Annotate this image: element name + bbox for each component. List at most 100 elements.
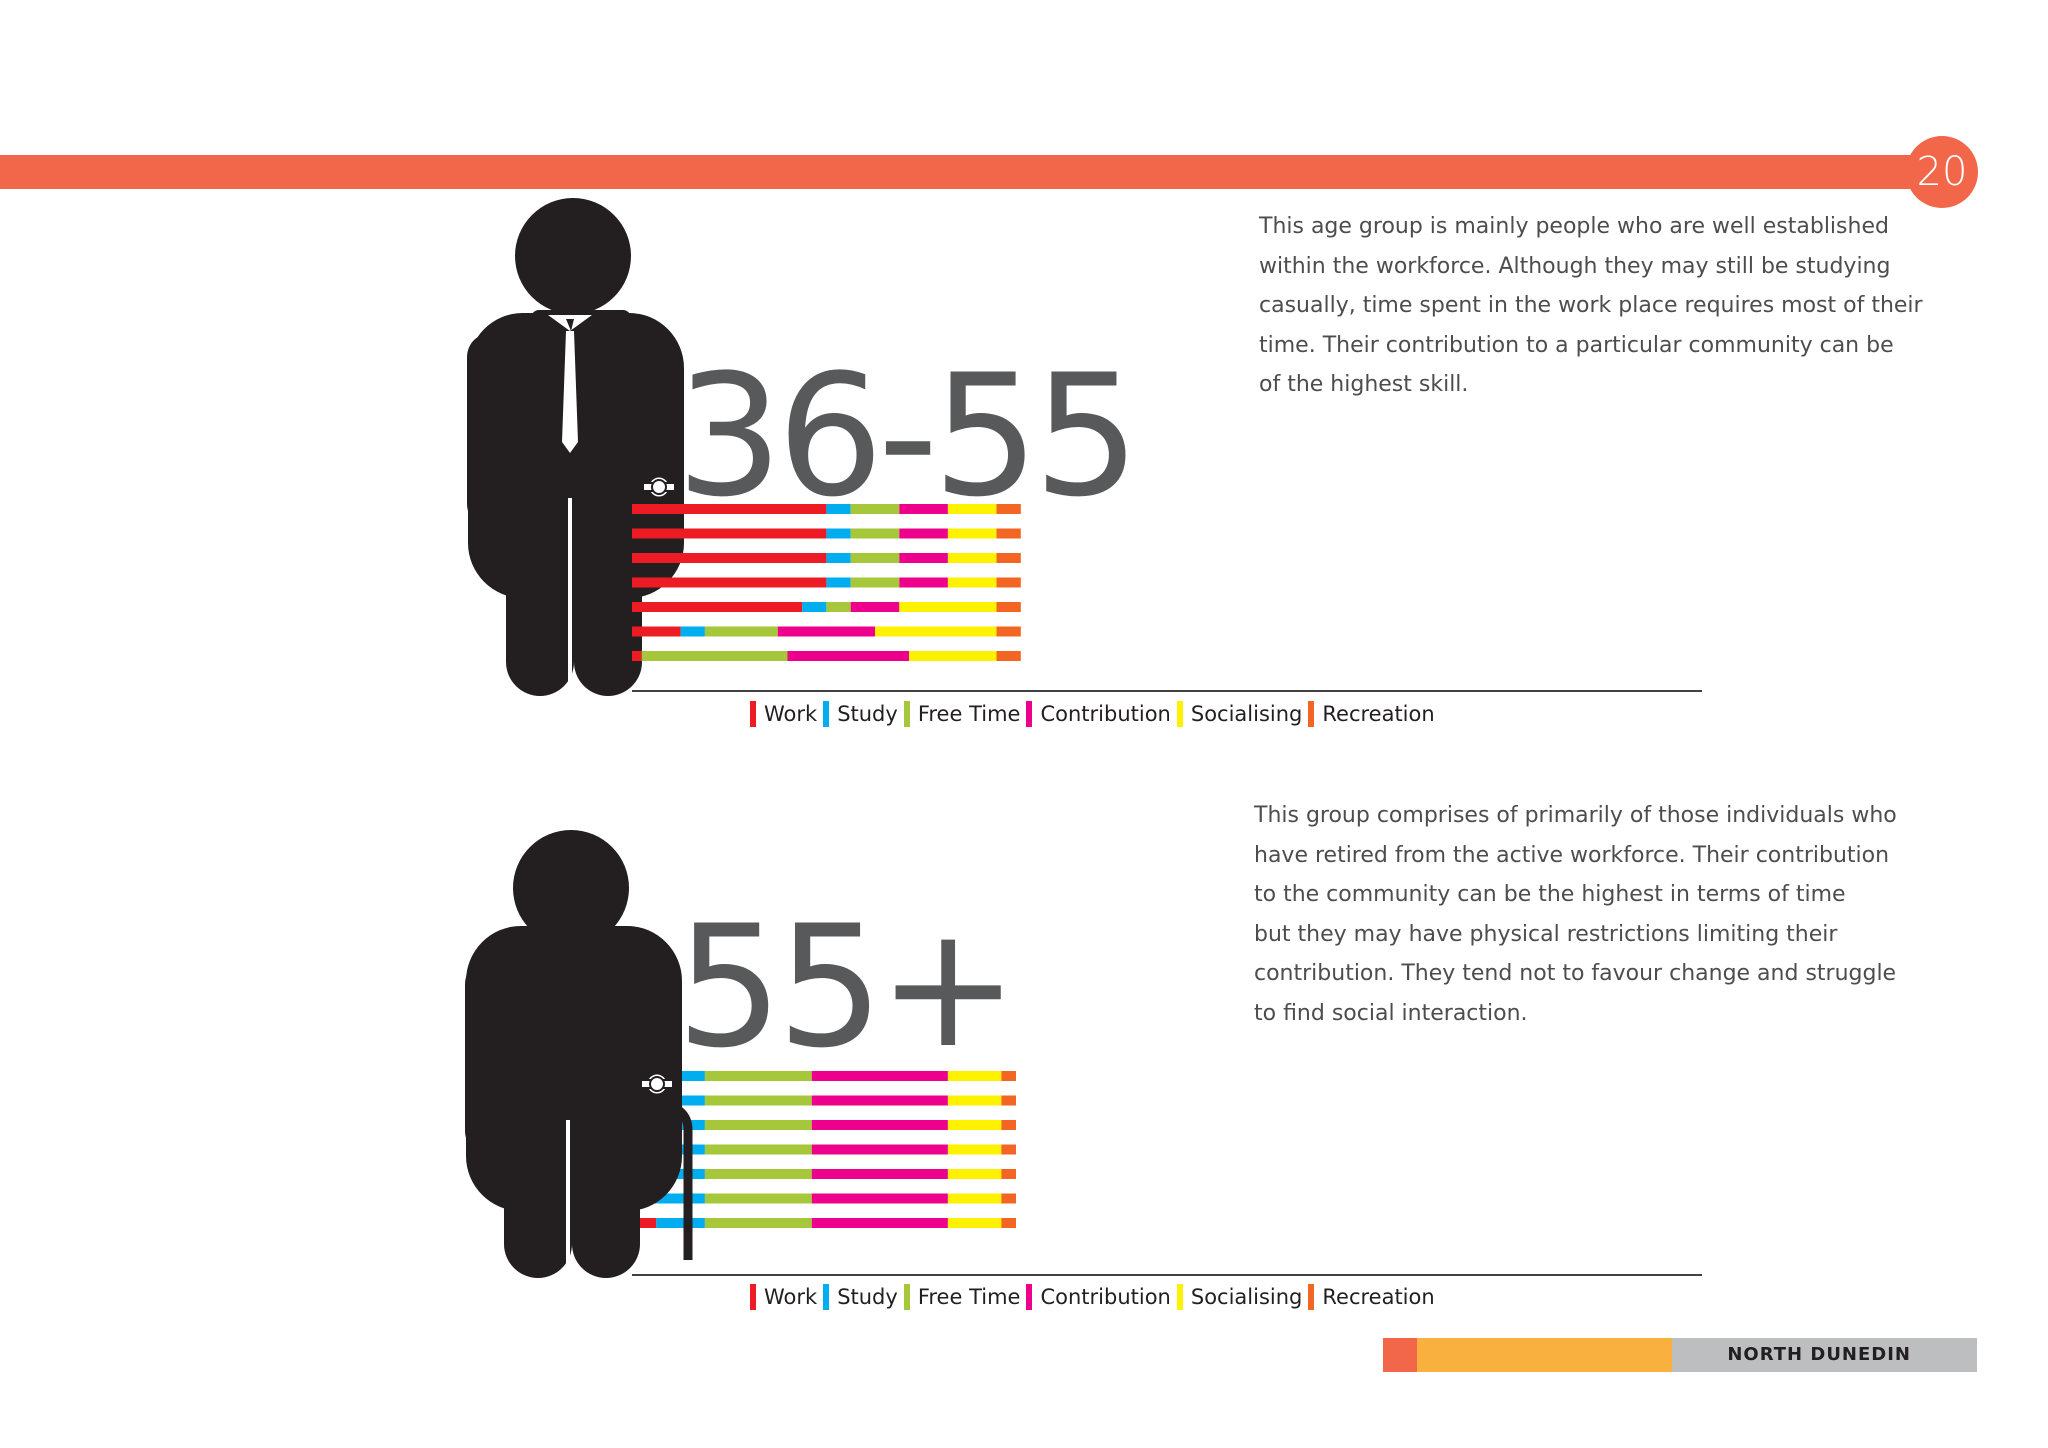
bar-segment-work [632, 626, 681, 637]
bar-segment-recreation [996, 553, 1021, 563]
bar-segment-free-time [704, 1169, 812, 1179]
header-band [0, 155, 1930, 189]
legend-item-socialising: Socialising [1176, 1284, 1303, 1310]
description-line: but they may have physical restrictions … [1254, 921, 1838, 947]
bar-segment-work [632, 553, 827, 563]
bar-segment-socialising [947, 1071, 1002, 1081]
bar-segment-study [680, 626, 705, 637]
legend-swatch [750, 701, 756, 727]
bar-segment-socialising [947, 553, 997, 563]
bar-segment-work [632, 504, 827, 514]
description-line: to the community can be the highest in t… [1254, 882, 1846, 907]
bar-segment-socialising [899, 602, 997, 612]
legend-swatch [750, 1284, 756, 1310]
bar-segment-study [656, 1218, 705, 1228]
bar-segment-free-time [704, 1218, 812, 1228]
description-line: to find social interaction. [1254, 1000, 1528, 1026]
bar-segment-recreation [996, 602, 1021, 612]
bar-segment-socialising [909, 651, 997, 661]
legend-item-study: Study [823, 701, 898, 727]
bar-segment-socialising [947, 1193, 1002, 1204]
legend-swatch [903, 1284, 910, 1310]
bar-segment-work [632, 651, 642, 661]
bar-segment-socialising [947, 504, 997, 514]
bar-segment-contribution [811, 1095, 948, 1106]
bar-segment-study [826, 577, 851, 588]
legend-swatch [823, 701, 830, 727]
bar-segment-free-time [704, 1120, 812, 1130]
description-line: contribution. They tend not to favour ch… [1254, 961, 1897, 986]
bar-segment-recreation [1001, 1120, 1016, 1130]
bar-segment-recreation [996, 528, 1021, 539]
legend-item-work: Work [750, 1284, 817, 1310]
bar-segment-study [656, 1193, 705, 1204]
legend-item-recreation: Recreation [1308, 701, 1435, 727]
legend-label-contribution: Contribution [1040, 702, 1171, 726]
legend-swatch [1026, 701, 1033, 727]
description-line: This group comprises of primarily of tho… [1254, 803, 1897, 828]
bar-segment-free-time [704, 1095, 812, 1106]
bar-segment-recreation [1001, 1144, 1016, 1155]
bar-segment-contribution [787, 651, 909, 661]
description-line: of the highest skill. [1259, 372, 1469, 397]
legend-item-recreation: Recreation [1308, 1284, 1435, 1310]
bar-segment-study [826, 528, 851, 539]
elderly-man-with-cane-icon [465, 830, 693, 1278]
legend-item-work: Work [750, 701, 817, 727]
legend-item-contribution: Contribution [1026, 701, 1171, 727]
legend-swatch [1176, 701, 1183, 727]
description-line: time. Their contribution to a particular… [1259, 332, 1894, 358]
bar-segment-free-time [826, 602, 851, 612]
bar-segment-free-time [704, 1071, 812, 1081]
legend-swatch [1308, 701, 1315, 727]
footer-accent-block [1383, 1338, 1417, 1372]
legend-item-free-time: Free Time [903, 701, 1020, 727]
legend-item-free-time: Free Time [903, 1284, 1021, 1310]
bar-segment-study [826, 553, 851, 563]
bar-segment-contribution [899, 504, 948, 514]
legend-label-study: Study [837, 702, 898, 726]
bar-segment-recreation [996, 651, 1021, 661]
legend-label-contribution: Contribution [1040, 1285, 1171, 1309]
footer-label: NORTH DUNEDIN [1672, 1338, 1977, 1372]
bar-segment-recreation [1001, 1193, 1016, 1204]
legend-swatch [1308, 1284, 1315, 1310]
chart-2-legend: Work Study Free Time Contribution Social… [750, 1283, 1441, 1311]
legend-label-recreation: Recreation [1322, 702, 1435, 726]
bar-segment-free-time [641, 651, 788, 661]
bar-segment-free-time [704, 626, 778, 637]
bar-segment-work [632, 602, 803, 612]
chart-1-axis [632, 690, 1702, 692]
bar-segment-work [632, 577, 827, 588]
bar-segment-socialising [947, 1120, 1002, 1130]
bar-segment-contribution [899, 577, 948, 588]
legend-item-study: Study [823, 1284, 898, 1310]
legend-label-free-time: Free Time [917, 1285, 1021, 1309]
description-line: have retired from the active workforce. … [1254, 842, 1890, 868]
legend-label-work: Work [764, 1285, 818, 1309]
description-line: within the workforce. Although they may … [1259, 253, 1891, 279]
chart-2-axis [632, 1274, 1702, 1276]
section-2-description: This group comprises of primarily of tho… [1254, 796, 1897, 1033]
bar-segment-socialising [947, 1169, 1002, 1179]
bar-segment-socialising [947, 577, 997, 588]
legend-item-contribution: Contribution [1026, 1284, 1171, 1310]
bar-segment-study [656, 1169, 705, 1179]
legend-label-socialising: Socialising [1190, 1285, 1303, 1309]
bar-segment-study [826, 504, 851, 514]
bar-segment-contribution [811, 1071, 948, 1081]
bar-segment-contribution [777, 626, 875, 637]
bar-segment-recreation [996, 626, 1021, 637]
legend-label-work: Work [764, 702, 818, 726]
bar-segment-recreation [1001, 1071, 1016, 1081]
page-number: 20 [1906, 136, 1978, 208]
bar-segment-free-time [850, 553, 900, 563]
bar-segment-free-time [850, 528, 900, 539]
legend-swatch [1176, 1284, 1183, 1310]
footer-strip: NORTH DUNEDIN [1383, 1338, 1977, 1372]
bar-segment-contribution [850, 602, 900, 612]
bar-segment-contribution [811, 1218, 948, 1228]
bar-segment-recreation [996, 504, 1021, 514]
legend-label-recreation: Recreation [1322, 1285, 1435, 1309]
bar-segment-contribution [899, 553, 948, 563]
